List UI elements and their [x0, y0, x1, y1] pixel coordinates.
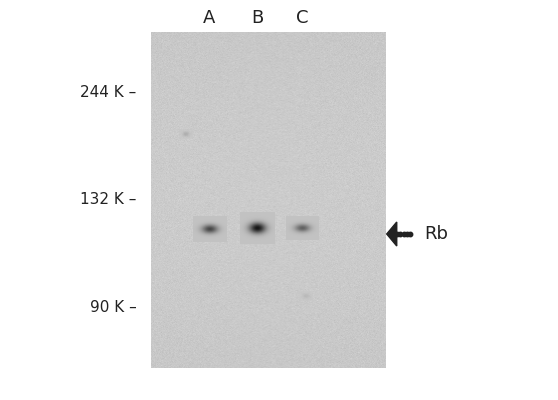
Text: 244 K –: 244 K – — [80, 85, 137, 100]
Text: C: C — [296, 9, 309, 27]
Text: Rb: Rb — [424, 225, 448, 243]
Polygon shape — [387, 222, 397, 246]
Text: 90 K –: 90 K – — [90, 300, 137, 315]
Text: 132 K –: 132 K – — [80, 192, 137, 208]
Text: A: A — [203, 9, 215, 27]
Text: B: B — [252, 9, 264, 27]
